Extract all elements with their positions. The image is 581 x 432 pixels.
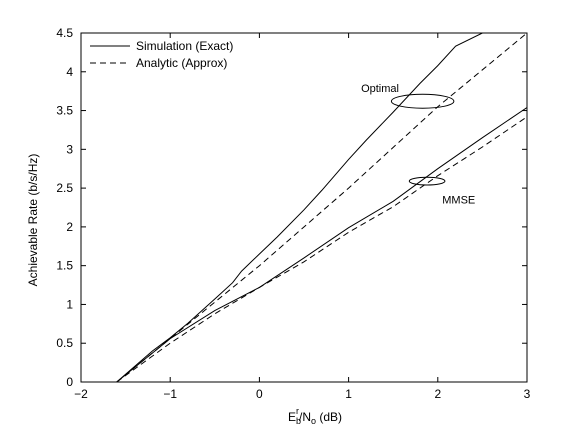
- annotation-ellipse-mmse: [408, 176, 446, 186]
- y-tick-label-1: 0.5: [56, 336, 73, 350]
- legend-label-1: Simulation (Exact): [136, 39, 233, 53]
- x-tick-label-4: 2: [434, 387, 441, 401]
- series-line-1: [116, 33, 483, 382]
- x-axis-label-main: E: [288, 410, 296, 424]
- axes: −2 −1 0 1 2 3 0 0.5 1 1.5 2 2.5 3 3.5 4 4.5: [56, 26, 530, 401]
- x-tick-label-0: −2: [74, 387, 88, 401]
- plot-frame: [80, 32, 528, 383]
- y-tick-label-3: 1.5: [56, 259, 73, 273]
- y-tick-label-7: 3.5: [56, 104, 73, 118]
- x-tick-label-1: −1: [163, 387, 177, 401]
- y-tick-label-4: 2: [66, 220, 73, 234]
- x-tick-label-3: 1: [345, 387, 352, 401]
- x-tick-label-5: 3: [524, 387, 531, 401]
- annotation-label-mmse: MMSE: [442, 195, 475, 207]
- legend: Simulation (Exact) Analytic (Approx): [90, 39, 233, 70]
- y-tick-label-0: 0: [66, 375, 73, 389]
- plot-marks: Optimal MMSE: [116, 33, 527, 382]
- x-axis-label-unit: (dB): [316, 410, 342, 424]
- annotation-label-optimal: Optimal: [361, 83, 399, 95]
- y-tick-label-2: 1: [66, 297, 73, 311]
- x-axis-label-sub2: o: [311, 416, 316, 426]
- legend-label-2: Analytic (Approx): [136, 56, 227, 70]
- annotation-ellipse-optimal: [390, 93, 455, 109]
- x-axis-label-sup: r: [296, 406, 299, 416]
- x-tick-label-2: 0: [256, 387, 263, 401]
- series-line-2: [116, 33, 527, 382]
- y-tick-label-9: 4.5: [56, 26, 73, 40]
- y-tick-label-6: 3: [66, 142, 73, 156]
- series-group: [116, 33, 527, 382]
- x-axis-label-mid: /N: [299, 410, 311, 424]
- x-axis-label: Ebr/No (dB): [288, 406, 342, 426]
- x-axis-label-sub: b: [296, 416, 301, 426]
- y-tick-label-8: 4: [66, 65, 73, 79]
- y-axis-label: Achievable Rate (b/s/Hz): [26, 154, 40, 287]
- series-line-4: [116, 116, 527, 382]
- series-line-3: [116, 107, 527, 382]
- y-tick-label-5: 2.5: [56, 181, 73, 195]
